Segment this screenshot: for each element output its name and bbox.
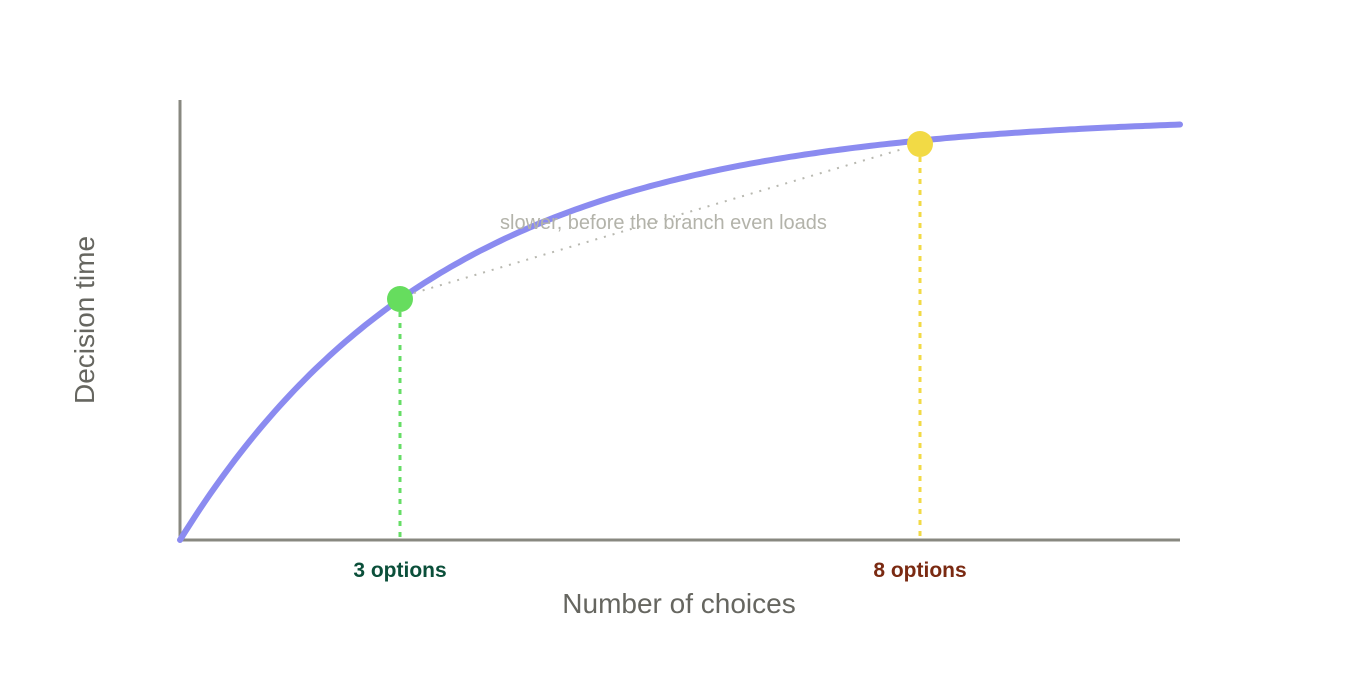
- x-axis-title: Number of choices: [562, 588, 795, 619]
- annotation: slower, before the branch even loads: [500, 212, 827, 234]
- point: [387, 286, 413, 312]
- curve: [177, 121, 1183, 543]
- point-label: 8 options: [873, 559, 966, 582]
- point: [907, 131, 933, 157]
- point-label: 3 options: [353, 559, 446, 582]
- y-axis-title: Decision time: [69, 236, 100, 404]
